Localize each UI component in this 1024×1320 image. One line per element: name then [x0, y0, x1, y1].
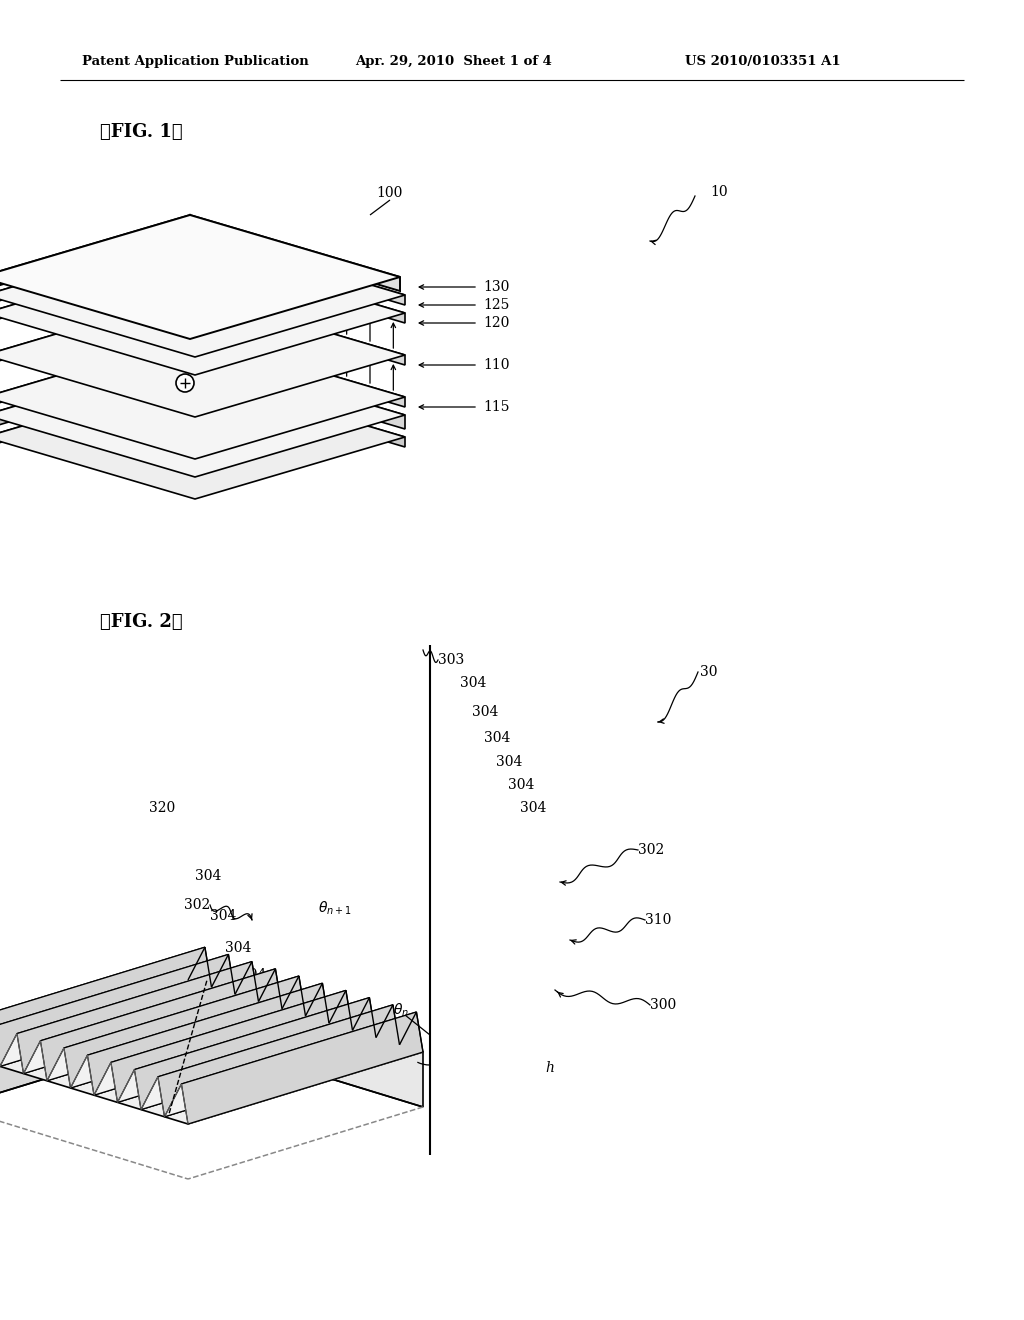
Text: 304: 304: [210, 909, 237, 923]
Polygon shape: [0, 352, 195, 429]
Text: US 2010/0103351 A1: US 2010/0103351 A1: [685, 55, 841, 69]
Polygon shape: [195, 352, 406, 429]
Text: 130: 130: [483, 280, 509, 294]
Text: 125: 125: [483, 298, 509, 312]
Polygon shape: [0, 293, 406, 417]
Text: 320: 320: [148, 801, 175, 814]
Polygon shape: [40, 969, 282, 1081]
Polygon shape: [195, 293, 406, 366]
Text: 115: 115: [483, 400, 510, 414]
Polygon shape: [0, 215, 190, 290]
Text: 10: 10: [710, 185, 728, 199]
Text: 304: 304: [520, 801, 547, 814]
Text: 【FIG. 1】: 【FIG. 1】: [100, 123, 182, 141]
Text: 300: 300: [650, 998, 676, 1012]
Polygon shape: [0, 352, 406, 477]
Polygon shape: [0, 251, 406, 375]
Polygon shape: [0, 948, 205, 1052]
Polygon shape: [195, 251, 406, 323]
Text: 304: 304: [484, 731, 510, 744]
Polygon shape: [0, 961, 252, 1067]
Text: 105: 105: [143, 376, 170, 389]
Polygon shape: [190, 215, 400, 290]
Text: 120: 120: [483, 315, 509, 330]
Text: Apr. 29, 2010  Sheet 1 of 4: Apr. 29, 2010 Sheet 1 of 4: [355, 55, 552, 69]
Polygon shape: [0, 375, 406, 499]
Polygon shape: [195, 335, 406, 407]
Text: 30: 30: [700, 665, 718, 678]
Text: $\theta_{n+1}$: $\theta_{n+1}$: [318, 899, 352, 916]
Polygon shape: [0, 335, 406, 459]
Polygon shape: [87, 983, 329, 1096]
Text: 304: 304: [195, 869, 221, 883]
Text: 304: 304: [508, 777, 535, 792]
Polygon shape: [0, 293, 195, 366]
Polygon shape: [165, 1012, 417, 1117]
Polygon shape: [0, 948, 212, 1059]
Polygon shape: [47, 975, 299, 1081]
Text: 304: 304: [496, 755, 522, 770]
Polygon shape: [141, 1005, 393, 1110]
Text: 302: 302: [183, 898, 210, 912]
Polygon shape: [0, 375, 195, 447]
Text: 303: 303: [438, 653, 464, 667]
Polygon shape: [0, 979, 423, 1125]
Text: 304: 304: [472, 705, 499, 719]
Polygon shape: [111, 990, 352, 1102]
Polygon shape: [118, 998, 370, 1102]
Polygon shape: [0, 234, 195, 305]
Text: 【FIG. 2】: 【FIG. 2】: [100, 612, 182, 631]
Text: 302: 302: [638, 843, 665, 857]
Polygon shape: [94, 990, 346, 1096]
Polygon shape: [134, 998, 376, 1110]
Text: 304: 304: [225, 941, 251, 954]
Polygon shape: [0, 251, 195, 323]
Text: 304: 304: [460, 676, 486, 690]
Polygon shape: [181, 1012, 423, 1125]
Text: h: h: [545, 1061, 554, 1074]
Polygon shape: [0, 954, 228, 1059]
Text: 304: 304: [240, 968, 266, 982]
Polygon shape: [0, 979, 188, 1107]
Polygon shape: [0, 954, 234, 1067]
Text: 110: 110: [483, 358, 510, 372]
Polygon shape: [24, 969, 275, 1073]
Text: 310: 310: [645, 913, 672, 927]
Polygon shape: [0, 215, 400, 339]
Polygon shape: [71, 983, 323, 1088]
Polygon shape: [195, 234, 406, 305]
Polygon shape: [158, 1005, 399, 1117]
Text: 100: 100: [377, 186, 403, 201]
Polygon shape: [195, 375, 406, 447]
Polygon shape: [188, 979, 423, 1107]
Text: 301: 301: [347, 1059, 373, 1072]
Polygon shape: [63, 975, 305, 1088]
Text: Patent Application Publication: Patent Application Publication: [82, 55, 309, 69]
Circle shape: [176, 374, 194, 392]
Text: $\theta_n$: $\theta_n$: [393, 1002, 409, 1019]
Polygon shape: [17, 961, 258, 1073]
Polygon shape: [0, 234, 406, 356]
Polygon shape: [0, 335, 195, 407]
